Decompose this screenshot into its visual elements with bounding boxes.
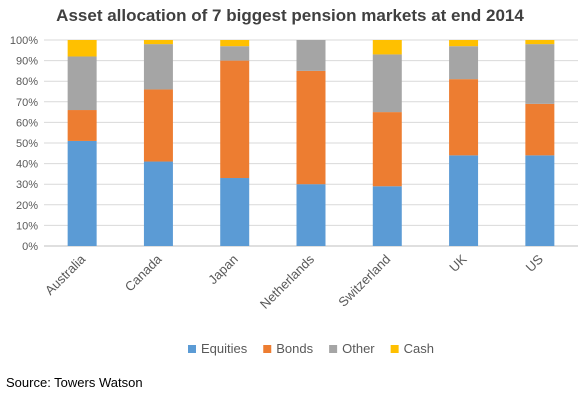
legend-item: Cash [390,341,434,356]
bar-segment-cash [67,40,97,57]
chart-title: Asset allocation of 7 biggest pension ma… [56,6,524,25]
bar-segment-equities [372,186,402,246]
bar-segment-other [449,46,479,80]
x-tick-label: Switzerland [335,252,393,310]
bar-segment-equities [296,184,326,246]
y-tick-label: 30% [16,179,38,191]
bar-segment-cash [143,40,173,45]
bar-segment-equities [67,140,97,246]
legend-item: Other [329,341,375,356]
y-tick-label: 100% [10,35,38,47]
bar-segment-other [372,54,402,113]
x-tick-label: Japan [205,252,241,288]
bar-segment-other [67,56,97,111]
legend-swatch [390,345,399,353]
y-tick-label: 50% [16,138,38,150]
bar-segment-equities [220,178,250,246]
legend-swatch [329,345,338,353]
bar-segment-other [296,40,326,71]
legend-item: Equities [188,341,248,356]
bar-segment-bonds [143,89,173,162]
bar-segment-bonds [67,110,97,141]
y-tick-label: 10% [16,220,38,232]
y-tick-label: 80% [16,76,38,88]
x-axis: Australia Canada Japan Netherlands Switzerla… [42,251,546,312]
legend-label: Equities [201,341,248,356]
bar-segment-bonds [296,70,326,185]
y-axis: 0% 10% 20% 30% 40% 50% 60% 70% 80% 90% 100% [10,35,38,253]
legend-swatch [188,345,196,353]
y-tick-label: 90% [16,56,38,68]
y-tick-label: 20% [16,200,38,212]
x-tick-label: UK [446,251,470,275]
bar-segment-bonds [220,60,250,179]
bar-segment-cash [372,40,402,55]
x-tick-label: US [523,251,547,275]
legend-label: Cash [404,341,434,356]
y-tick-label: 70% [16,97,38,109]
bar-segment-equities [525,155,555,246]
legend-item: Bonds [263,341,314,356]
x-tick-label: Netherlands [257,251,318,312]
x-tick-label: Australia [42,251,89,298]
bar-segment-other [143,44,173,90]
y-tick-label: 40% [16,159,38,171]
bar-segment-other [525,44,555,104]
bar-segment-cash [449,40,479,47]
bar-segment-cash [525,40,555,45]
y-tick-label: 60% [16,117,38,129]
bar-segment-other [220,46,250,61]
bar-segment-bonds [525,103,555,156]
x-tick-label: Canada [122,251,165,294]
bars [67,40,555,246]
bar-segment-bonds [449,79,479,156]
legend-label: Other [342,341,375,356]
source-note: Source: Towers Watson [6,375,143,390]
legend-swatch [263,345,272,353]
legend: Equities Bonds Other Cash [188,341,434,356]
y-tick-label: 0% [22,241,38,253]
bar-segment-equities [143,161,173,246]
bar-segment-bonds [372,112,402,187]
legend-label: Bonds [276,341,313,356]
bar-segment-equities [449,155,479,246]
bar-segment-cash [220,40,250,47]
